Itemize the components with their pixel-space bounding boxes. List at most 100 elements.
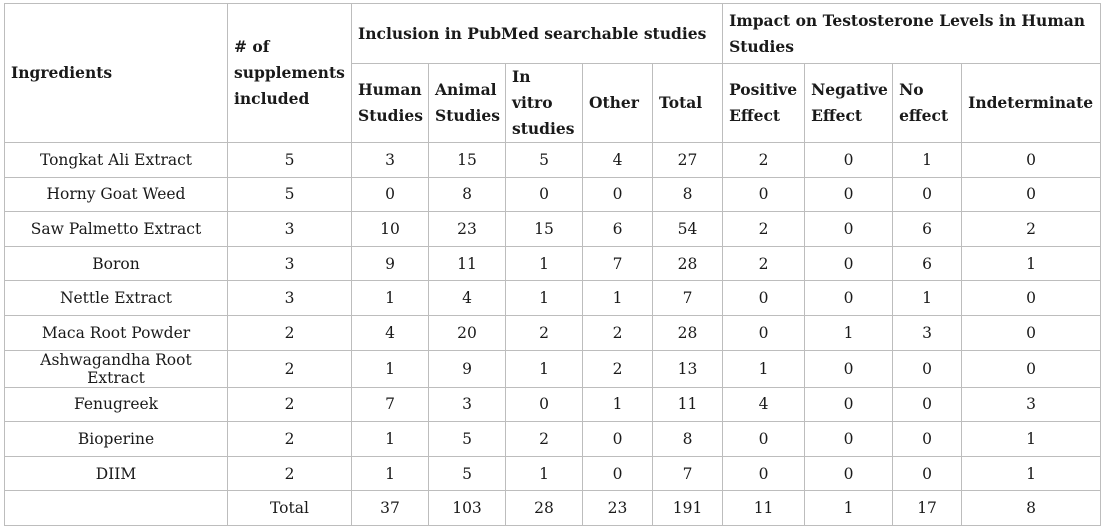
cell-positive: 0	[722, 176, 806, 213]
cell-no-effect: 0	[892, 349, 963, 388]
header-ingredients: Ingredients	[4, 3, 228, 143]
cell-no-effect: 0	[892, 421, 963, 457]
header-no-effect: No effect	[892, 63, 963, 143]
cell-no-effect: 6	[892, 211, 963, 247]
cell-negative: 0	[804, 386, 894, 423]
cell-animal: 103	[428, 490, 506, 526]
cell-indeterminate: 0	[961, 280, 1102, 316]
totals-row: Total 37 103 28 23 191 11 1 17 8	[4, 490, 1102, 526]
cell-indeterminate: 0	[961, 142, 1102, 178]
header-human-studies: Human Studies	[351, 63, 429, 143]
cell-no-effect: 0	[892, 386, 963, 423]
cell-positive: 0	[722, 280, 806, 316]
cell-vitro: 15	[505, 211, 583, 247]
table-row: Ashwagandha Root Extract 2 1 9 1 2 13 1 …	[4, 349, 1102, 388]
cell-total: 7	[651, 455, 724, 492]
cell-totals-label: Total	[227, 490, 352, 526]
cell-other: 1	[582, 280, 653, 316]
cell-other: 0	[582, 455, 653, 492]
cell-ingredient: Fenugreek	[4, 386, 228, 423]
cell-positive: 2	[722, 245, 806, 282]
cell-num-supplements: 2	[227, 455, 352, 492]
cell-animal: 5	[428, 421, 506, 457]
cell-human: 3	[351, 142, 429, 178]
table-row: Boron 3 9 11 1 7 28 2 0 6 1	[4, 245, 1102, 282]
header-other: Other	[582, 63, 653, 143]
cell-ingredient: Bioperine	[4, 421, 228, 457]
cell-other: 2	[582, 314, 653, 351]
table-row: Bioperine 2 1 5 2 0 8 0 0 0 1	[4, 421, 1102, 457]
cell-num-supplements: 2	[227, 314, 352, 351]
header-indeterminate: Indeterminate	[961, 63, 1102, 143]
cell-indeterminate: 2	[961, 211, 1102, 247]
cell-indeterminate: 0	[961, 349, 1102, 388]
cell-vitro: 2	[505, 314, 583, 351]
cell-vitro: 1	[505, 349, 583, 388]
cell-no-effect: 0	[892, 176, 963, 213]
cell-negative: 1	[804, 314, 894, 351]
cell-num-supplements: 3	[227, 280, 352, 316]
cell-other: 0	[582, 421, 653, 457]
cell-indeterminate: 1	[961, 455, 1102, 492]
cell-num-supplements: 2	[227, 349, 352, 388]
cell-no-effect: 6	[892, 245, 963, 282]
header-pubmed-group: Inclusion in PubMed searchable studies	[350, 3, 724, 64]
cell-indeterminate: 8	[961, 490, 1102, 526]
cell-total: 13	[651, 349, 724, 388]
header-positive: Positive Effect	[722, 63, 806, 143]
cell-vitro: 5	[505, 142, 583, 178]
cell-total: 11	[651, 386, 724, 423]
cell-animal: 4	[428, 280, 506, 316]
cell-ingredient: Saw Palmetto Extract	[4, 211, 228, 247]
cell-vitro: 1	[505, 455, 583, 492]
table-body: Tongkat Ali Extract 5 3 15 5 4 27 2 0 1 …	[4, 142, 1102, 526]
table-row: DIIM 2 1 5 1 0 7 0 0 0 1	[4, 455, 1102, 492]
cell-indeterminate: 1	[961, 421, 1102, 457]
cell-num-supplements: 5	[227, 142, 352, 178]
cell-total: 28	[651, 245, 724, 282]
cell-negative: 0	[804, 245, 894, 282]
cell-vitro: 1	[505, 280, 583, 316]
cell-animal: 3	[428, 386, 506, 423]
cell-indeterminate: 0	[961, 176, 1102, 213]
cell-no-effect: 3	[892, 314, 963, 351]
table-row: Fenugreek 2 7 3 0 1 11 4 0 0 3	[4, 386, 1102, 423]
cell-ingredient: Maca Root Powder	[4, 314, 228, 351]
cell-human: 1	[351, 455, 429, 492]
cell-negative: 0	[804, 142, 894, 178]
cell-negative: 0	[804, 280, 894, 316]
cell-num-supplements: 2	[227, 386, 352, 423]
cell-other: 4	[582, 142, 653, 178]
cell-other: 0	[582, 176, 653, 213]
cell-total: 8	[651, 421, 724, 457]
cell-indeterminate: 3	[961, 386, 1102, 423]
cell-other: 1	[582, 386, 653, 423]
header-num-supplements: # of supplements included	[227, 3, 352, 143]
cell-vitro: 0	[505, 386, 583, 423]
cell-human: 1	[351, 280, 429, 316]
cell-vitro: 0	[505, 176, 583, 213]
header-impact-group: Impact on Testosterone Levels in Human S…	[722, 3, 1102, 64]
cell-ingredient: Nettle Extract	[4, 280, 228, 316]
cell-human: 10	[351, 211, 429, 247]
cell-indeterminate: 1	[961, 245, 1102, 282]
cell-positive: 2	[722, 211, 806, 247]
cell-ingredient: Horny Goat Weed	[4, 176, 228, 213]
cell-total: 7	[651, 280, 724, 316]
cell-vitro: 2	[505, 421, 583, 457]
cell-human: 7	[351, 386, 429, 423]
cell-total: 191	[651, 490, 724, 526]
cell-animal: 5	[428, 455, 506, 492]
cell-no-effect: 1	[892, 280, 963, 316]
cell-empty	[4, 490, 228, 526]
cell-human: 1	[351, 421, 429, 457]
cell-vitro: 28	[505, 490, 583, 526]
cell-human: 37	[351, 490, 429, 526]
cell-other: 23	[582, 490, 653, 526]
cell-human: 0	[351, 176, 429, 213]
cell-animal: 15	[428, 142, 506, 178]
cell-animal: 8	[428, 176, 506, 213]
cell-no-effect: 17	[892, 490, 963, 526]
cell-num-supplements: 3	[227, 245, 352, 282]
table-row: Maca Root Powder 2 4 20 2 2 28 0 1 3 0	[4, 314, 1102, 351]
